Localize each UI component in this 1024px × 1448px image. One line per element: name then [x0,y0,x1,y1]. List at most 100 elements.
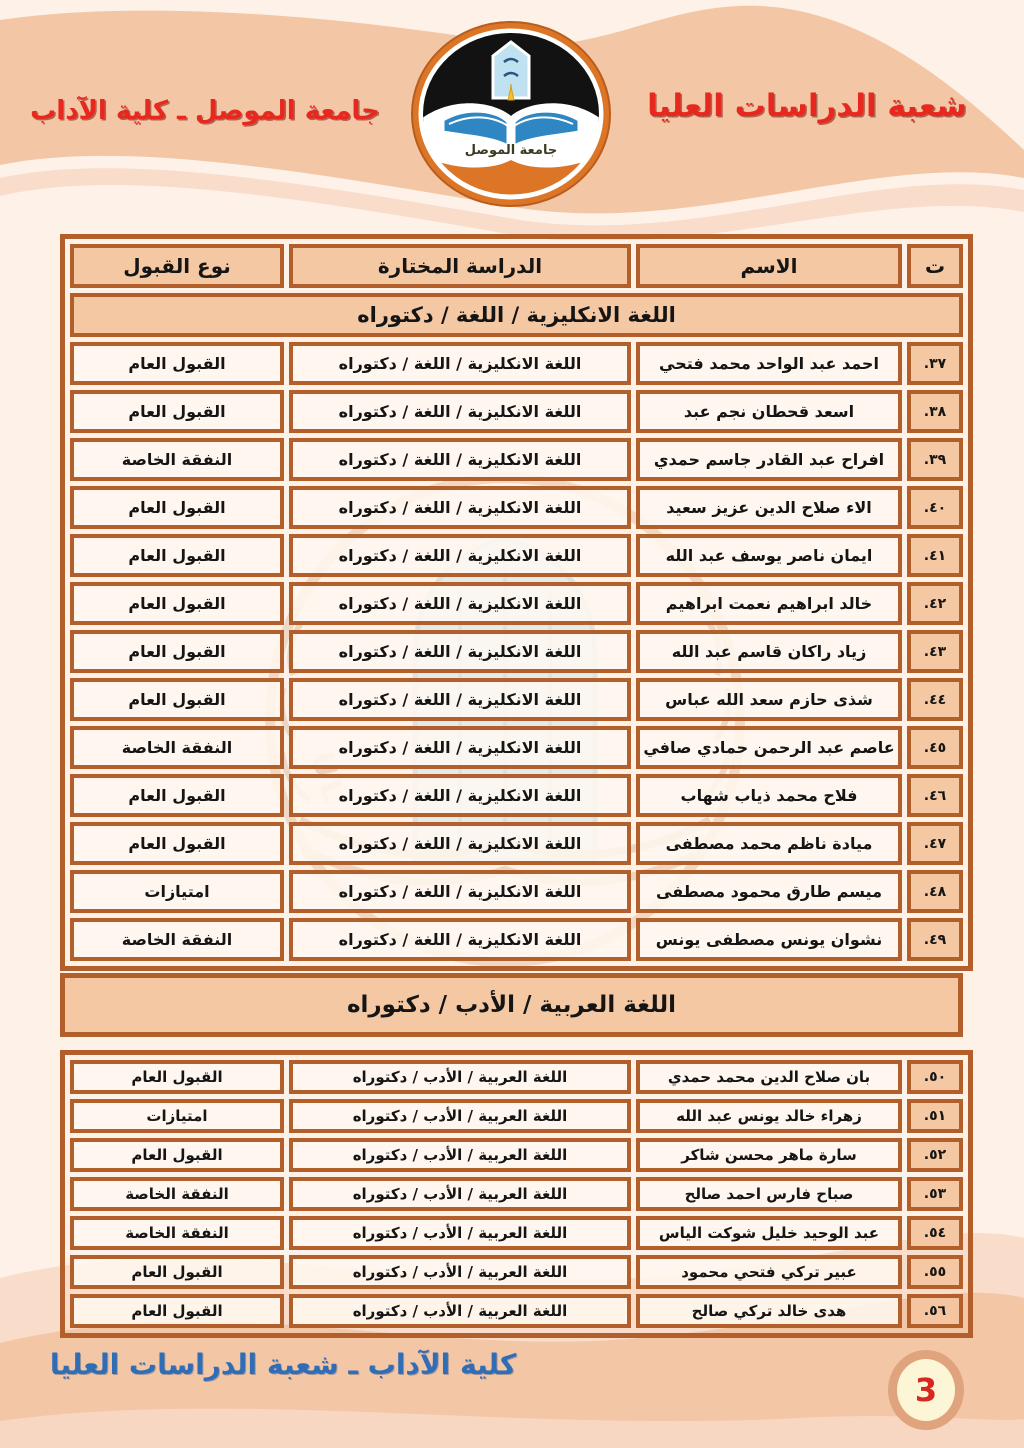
row-number: ٤٠. [907,486,963,529]
logo-university-name: جامعة الموصل [465,143,557,158]
student-name: شذى حازم سعد الله عباس [636,678,902,721]
student-name: سارة ماهر محسن شاكر [636,1138,902,1172]
table-row: ٣٧. احمد عبد الواحد محمد فتحي اللغة الان… [70,342,963,385]
acceptance-type: القبول العام [70,1060,284,1094]
student-name: اسعد قحطان نجم عبد [636,390,902,433]
table-row: ٣٩. افراح عبد القادر جاسم حمدي اللغة الا… [70,438,963,481]
table-header-row: ت الاسم الدراسة المختارة نوع القبول [70,244,963,288]
chosen-study: اللغة الانكليزية / اللغة / دكتوراه [289,678,631,721]
acceptance-type: القبول العام [70,630,284,673]
row-number: ٥٣. [907,1177,963,1211]
table-row: ٤٤. شذى حازم سعد الله عباس اللغة الانكلي… [70,678,963,721]
row-number: ٤١. [907,534,963,577]
student-name: عبير تركي فتحي محمود [636,1255,902,1289]
student-name: نشوان يونس مصطفى يونس [636,918,902,961]
acceptance-type: النفقة الخاصة [70,438,284,481]
table-row: ٤٣. زياد راكان قاسم عبد الله اللغة الانك… [70,630,963,673]
student-name: الاء صلاح الدين عزيز سعيد [636,486,902,529]
row-number: ٥٤. [907,1216,963,1250]
acceptance-type: امتيازات [70,870,284,913]
table-row: ٥٢. سارة ماهر محسن شاكر اللغة العربية / … [70,1138,963,1172]
students-table-arabic: ٥٠. بان صلاح الدين محمد حمدي اللغة العرب… [60,1050,973,1338]
chosen-study: اللغة الانكليزية / اللغة / دكتوراه [289,870,631,913]
footer-label: كلية الآداب ـ شعبة الدراسات العليا [49,1348,517,1381]
student-name: احمد عبد الواحد محمد فتحي [636,342,902,385]
row-number: ٥٥. [907,1255,963,1289]
student-name: افراح عبد القادر جاسم حمدي [636,438,902,481]
page-title-university-college: جامعة الموصل ـ كلية الآداب [30,96,380,126]
chosen-study: اللغة العربية / الأدب / دكتوراه [289,1099,631,1133]
student-name: صباح فارس احمد صالح [636,1177,902,1211]
table-row: ٤١. ايمان ناصر يوسف عبد الله اللغة الانك… [70,534,963,577]
table-row: ٥٥. عبير تركي فتحي محمود اللغة العربية /… [70,1255,963,1289]
chosen-study: اللغة الانكليزية / اللغة / دكتوراه [289,342,631,385]
acceptance-type: القبول العام [70,582,284,625]
page-number: 3 [914,1371,938,1409]
acceptance-type: القبول العام [70,678,284,721]
table-row: ٥٦. هدى خالد تركي صالح اللغة العربية / ا… [70,1294,963,1328]
students-table-english: ت الاسم الدراسة المختارة نوع القبول اللغ… [60,234,973,971]
row-number: ٤٦. [907,774,963,817]
table-row: ٣٨. اسعد قحطان نجم عبد اللغة الانكليزية … [70,390,963,433]
acceptance-type: القبول العام [70,1294,284,1328]
university-logo: جامعة الموصل وقل رب زدني علما [409,20,611,207]
student-name: ميادة ناظم محمد مصطفى [636,822,902,865]
column-header-study: الدراسة المختارة [289,244,631,288]
table-row: ٥٣. صباح فارس احمد صالح اللغة العربية / … [70,1177,963,1211]
student-name: ايمان ناصر يوسف عبد الله [636,534,902,577]
student-name: عبد الوحيد خليل شوكت الياس [636,1216,902,1250]
chosen-study: اللغة الانكليزية / اللغة / دكتوراه [289,486,631,529]
acceptance-type: القبول العام [70,1255,284,1289]
student-name: زياد راكان قاسم عبد الله [636,630,902,673]
table-row: ٤٦. فلاح محمد ذياب شهاب اللغة الانكليزية… [70,774,963,817]
row-number: ٥١. [907,1099,963,1133]
table-row: ٥١. زهراء خالد يونس عبد الله اللغة العرب… [70,1099,963,1133]
row-number: ٣٩. [907,438,963,481]
chosen-study: اللغة الانكليزية / اللغة / دكتوراه [289,438,631,481]
row-number: ٥٠. [907,1060,963,1094]
chosen-study: اللغة الانكليزية / اللغة / دكتوراه [289,630,631,673]
table-row: ٥٠. بان صلاح الدين محمد حمدي اللغة العرب… [70,1060,963,1094]
table-row: ٤٩. نشوان يونس مصطفى يونس اللغة الانكليز… [70,918,963,961]
acceptance-type: القبول العام [70,1138,284,1172]
row-number: ٥٦. [907,1294,963,1328]
chosen-study: اللغة الانكليزية / اللغة / دكتوراه [289,390,631,433]
student-name: فلاح محمد ذياب شهاب [636,774,902,817]
student-name: هدى خالد تركي صالح [636,1294,902,1328]
chosen-study: اللغة الانكليزية / اللغة / دكتوراه [289,918,631,961]
row-number: ٤٢. [907,582,963,625]
acceptance-type: النفقة الخاصة [70,918,284,961]
table-row: ٥٤. عبد الوحيد خليل شوكت الياس اللغة الع… [70,1216,963,1250]
chosen-study: اللغة العربية / الأدب / دكتوراه [289,1216,631,1250]
row-number: ٤٤. [907,678,963,721]
chosen-study: اللغة العربية / الأدب / دكتوراه [289,1138,631,1172]
table-row: ٤٧. ميادة ناظم محمد مصطفى اللغة الانكليز… [70,822,963,865]
student-name: بان صلاح الدين محمد حمدي [636,1060,902,1094]
chosen-study: اللغة العربية / الأدب / دكتوراه [289,1177,631,1211]
table-row: ٤٢. خالد ابراهيم نعمت ابراهيم اللغة الان… [70,582,963,625]
chosen-study: اللغة العربية / الأدب / دكتوراه [289,1060,631,1094]
acceptance-type: النفقة الخاصة [70,1216,284,1250]
chosen-study: اللغة الانكليزية / اللغة / دكتوراه [289,774,631,817]
table-row: ٤٠. الاء صلاح الدين عزيز سعيد اللغة الان… [70,486,963,529]
acceptance-type: القبول العام [70,534,284,577]
chosen-study: اللغة العربية / الأدب / دكتوراه [289,1255,631,1289]
section-header-row-english: اللغة الانكليزية / اللغة / دكتوراه [70,293,963,337]
acceptance-type: النفقة الخاصة [70,1177,284,1211]
chosen-study: اللغة الانكليزية / اللغة / دكتوراه [289,726,631,769]
student-name: خالد ابراهيم نعمت ابراهيم [636,582,902,625]
chosen-study: اللغة الانكليزية / اللغة / دكتوراه [289,822,631,865]
column-header-acceptance: نوع القبول [70,244,284,288]
row-number: ٤٧. [907,822,963,865]
column-header-no: ت [907,244,963,288]
table-row: ٤٨. ميسم طارق محمود مصطفى اللغة الانكليز… [70,870,963,913]
section-title-english: اللغة الانكليزية / اللغة / دكتوراه [70,293,963,337]
student-name: ميسم طارق محمود مصطفى [636,870,902,913]
student-name: عاصم عبد الرحمن حمادي صافي [636,726,902,769]
chosen-study: اللغة الانكليزية / اللغة / دكتوراه [289,534,631,577]
row-number: ٣٨. [907,390,963,433]
student-name: زهراء خالد يونس عبد الله [636,1099,902,1133]
row-number: ٤٣. [907,630,963,673]
chosen-study: اللغة الانكليزية / اللغة / دكتوراه [289,582,631,625]
